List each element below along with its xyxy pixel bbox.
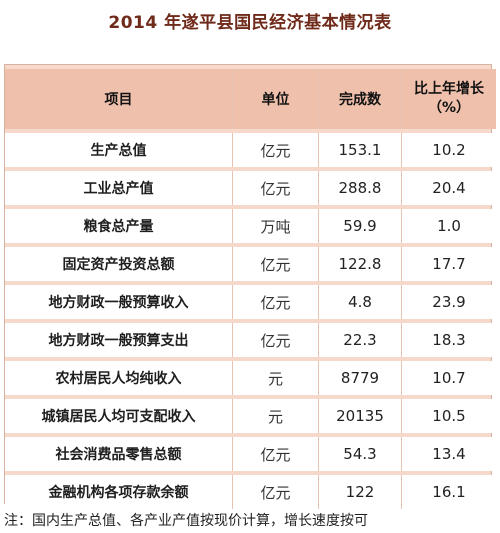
row-value: 153.1 [318, 133, 401, 167]
header-growth: 比上年增长 （%） [401, 69, 496, 129]
row-growth: 23.9 [401, 285, 496, 319]
row-unit: 元 [232, 361, 318, 395]
row-value: 54.3 [318, 437, 401, 471]
row-item: 固定资产投资总额 [5, 247, 232, 281]
row-value: 122 [318, 475, 401, 509]
row-growth: 17.7 [401, 247, 496, 281]
row-growth: 18.3 [401, 323, 496, 357]
row-unit: 亿元 [232, 247, 318, 281]
table-row: 农村居民人均纯收入 元 8779 10.7 [5, 361, 496, 395]
economic-table: 项目 单位 完成数 比上年增长 （%） 生产总值 亿元 153.1 10.2 [5, 65, 496, 513]
row-item: 城镇居民人均可支配收入 [5, 399, 232, 433]
row-unit: 亿元 [232, 475, 318, 509]
table-row: 社会消费品零售总额 亿元 54.3 13.4 [5, 437, 496, 471]
row-growth: 16.1 [401, 475, 496, 509]
header-value: 完成数 [318, 69, 401, 129]
table-row: 粮食总产量 万吨 59.9 1.0 [5, 209, 496, 243]
row-value: 4.8 [318, 285, 401, 319]
row-unit: 亿元 [232, 285, 318, 319]
row-growth: 1.0 [401, 209, 496, 243]
row-growth: 20.4 [401, 171, 496, 205]
row-value: 288.8 [318, 171, 401, 205]
table-header-row: 项目 单位 完成数 比上年增长 （%） [5, 69, 496, 129]
row-item: 地方财政一般预算收入 [5, 285, 232, 319]
row-growth: 10.7 [401, 361, 496, 395]
row-unit: 亿元 [232, 323, 318, 357]
row-unit: 万吨 [232, 209, 318, 243]
row-value: 20135 [318, 399, 401, 433]
table-body: 生产总值 亿元 153.1 10.2 工业总产值 亿元 288.8 20.4 粮… [5, 133, 496, 509]
table-row: 固定资产投资总额 亿元 122.8 17.7 [5, 247, 496, 281]
footnote: 注：国内生产总值、各产业产值按现价计算，增长速度按可 [4, 513, 368, 529]
header-growth-line1: 比上年增长 [414, 81, 484, 98]
table-row: 生产总值 亿元 153.1 10.2 [5, 133, 496, 167]
row-growth: 10.2 [401, 133, 496, 167]
header-item: 项目 [5, 69, 232, 129]
row-item: 金融机构各项存款余额 [5, 475, 232, 509]
row-unit: 元 [232, 399, 318, 433]
row-value: 22.3 [318, 323, 401, 357]
table-row: 金融机构各项存款余额 亿元 122 16.1 [5, 475, 496, 509]
row-unit: 亿元 [232, 171, 318, 205]
row-unit: 亿元 [232, 437, 318, 471]
economic-table-panel: 项目 单位 完成数 比上年增长 （%） 生产总值 亿元 153.1 10.2 [4, 64, 496, 509]
row-item: 工业总产值 [5, 171, 232, 205]
row-item: 农村居民人均纯收入 [5, 361, 232, 395]
table-row: 地方财政一般预算支出 亿元 22.3 18.3 [5, 323, 496, 357]
table-title: 2014 年遂平县国民经济基本情况表 [108, 13, 392, 33]
row-item: 生产总值 [5, 133, 232, 167]
row-item: 社会消费品零售总额 [5, 437, 232, 471]
row-value: 59.9 [318, 209, 401, 243]
row-growth: 13.4 [401, 437, 496, 471]
table-row: 工业总产值 亿元 288.8 20.4 [5, 171, 496, 205]
row-growth: 10.5 [401, 399, 496, 433]
header-growth-line2: （%） [427, 100, 471, 116]
row-item: 粮食总产量 [5, 209, 232, 243]
row-unit: 亿元 [232, 133, 318, 167]
header-unit: 单位 [232, 69, 318, 129]
table-row: 城镇居民人均可支配收入 元 20135 10.5 [5, 399, 496, 433]
row-value: 122.8 [318, 247, 401, 281]
row-value: 8779 [318, 361, 401, 395]
row-item: 地方财政一般预算支出 [5, 323, 232, 357]
table-row: 地方财政一般预算收入 亿元 4.8 23.9 [5, 285, 496, 319]
